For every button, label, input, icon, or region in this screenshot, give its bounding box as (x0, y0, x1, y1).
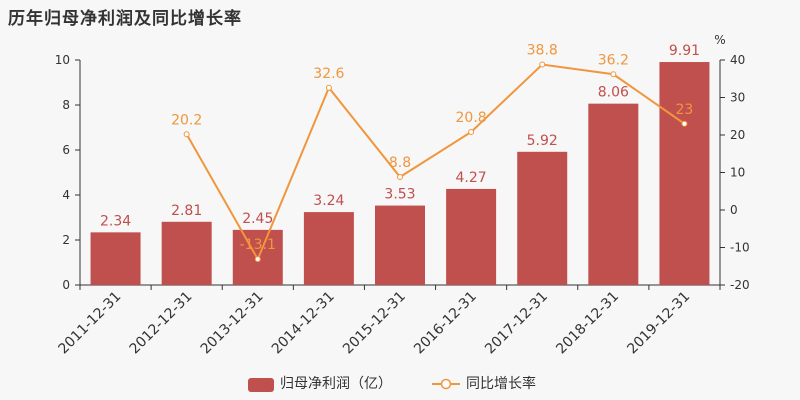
legend-bar-label: 归母净利润（亿） (280, 376, 392, 392)
y-right-tick-label: 10 (730, 166, 745, 180)
y-right-tick-label: -20 (730, 278, 750, 292)
y-left-tick-label: 8 (62, 98, 70, 112)
growth-point (681, 120, 688, 127)
y-right-tick-label: 0 (730, 203, 738, 217)
growth-point (397, 174, 403, 180)
growth-point (183, 131, 190, 138)
y-left-tick-label: 6 (62, 143, 70, 157)
bar-data-label: 3.24 (313, 193, 344, 209)
legend-bar-swatch-icon (248, 378, 274, 392)
bar (588, 103, 639, 286)
bar (517, 151, 568, 285)
x-tick-label: 2013-12-31 (198, 289, 267, 358)
x-tick-label: 2014-12-31 (269, 289, 338, 358)
growth-point (254, 256, 261, 263)
bar (90, 232, 141, 285)
x-tick-label: 2019-12-31 (624, 289, 693, 358)
bar-data-label: 8.06 (598, 85, 629, 101)
growth-point (539, 61, 546, 68)
chart-title: 历年归母净利润及同比增长率 (8, 9, 242, 29)
growth-data-label: 38.8 (527, 43, 558, 59)
bar (375, 205, 425, 285)
growth-point (325, 84, 332, 91)
bar-data-label: 2.34 (100, 213, 131, 229)
bar-data-label: 3.53 (384, 187, 415, 203)
bar-data-label: 4.27 (456, 170, 487, 186)
y-left-tick-label: 10 (55, 53, 70, 67)
growth-line (185, 63, 686, 262)
legend-item-line[interactable]: 同比增长率 (432, 372, 536, 396)
bar-data-label: 5.92 (527, 133, 558, 149)
bar-data-label: 2.45 (242, 211, 273, 227)
x-tick-label: 2018-12-31 (553, 289, 622, 358)
y-right-tick-label: 20 (730, 128, 745, 142)
growth-data-label: 8.8 (389, 155, 411, 171)
x-tick-label: 2015-12-31 (340, 289, 409, 358)
y-right-tick-label: -10 (730, 241, 750, 255)
legend-line-label: 同比增长率 (466, 376, 536, 392)
bar-data-label: 9.91 (669, 43, 700, 59)
growth-data-label: 23 (676, 102, 694, 118)
y-right-unit-label: % (714, 33, 725, 47)
growth-data-label: 36.2 (598, 52, 629, 68)
bar (446, 188, 497, 285)
growth-point (468, 129, 475, 135)
legend-line-swatch-icon (432, 378, 460, 390)
y-left-tick-label: 2 (62, 233, 70, 247)
x-tick-label: 2017-12-31 (482, 289, 551, 358)
growth-data-label: 32.6 (313, 66, 344, 82)
growth-point (610, 71, 617, 78)
y-right-tick-label: 30 (730, 91, 745, 105)
x-tick-label: 2011-12-31 (56, 289, 125, 358)
y-right-tick-label: 40 (730, 53, 745, 67)
bar-data-label: 2.81 (171, 203, 202, 219)
y-left-tick-label: 0 (62, 278, 70, 292)
x-tick-label: 2012-12-31 (127, 289, 196, 358)
legend: 归母净利润（亿） 同比增长率 (0, 372, 800, 396)
bar (161, 221, 212, 285)
x-tick-label: 2016-12-31 (411, 289, 480, 358)
growth-data-label: 20.8 (456, 110, 487, 126)
y-left-tick-label: 4 (62, 188, 70, 202)
growth-data-label: -13.1 (240, 237, 276, 253)
growth-data-label: 20.2 (171, 112, 202, 128)
bar (659, 62, 710, 286)
bar (303, 212, 354, 285)
legend-item-bar[interactable]: 归母净利润（亿） (248, 372, 392, 396)
